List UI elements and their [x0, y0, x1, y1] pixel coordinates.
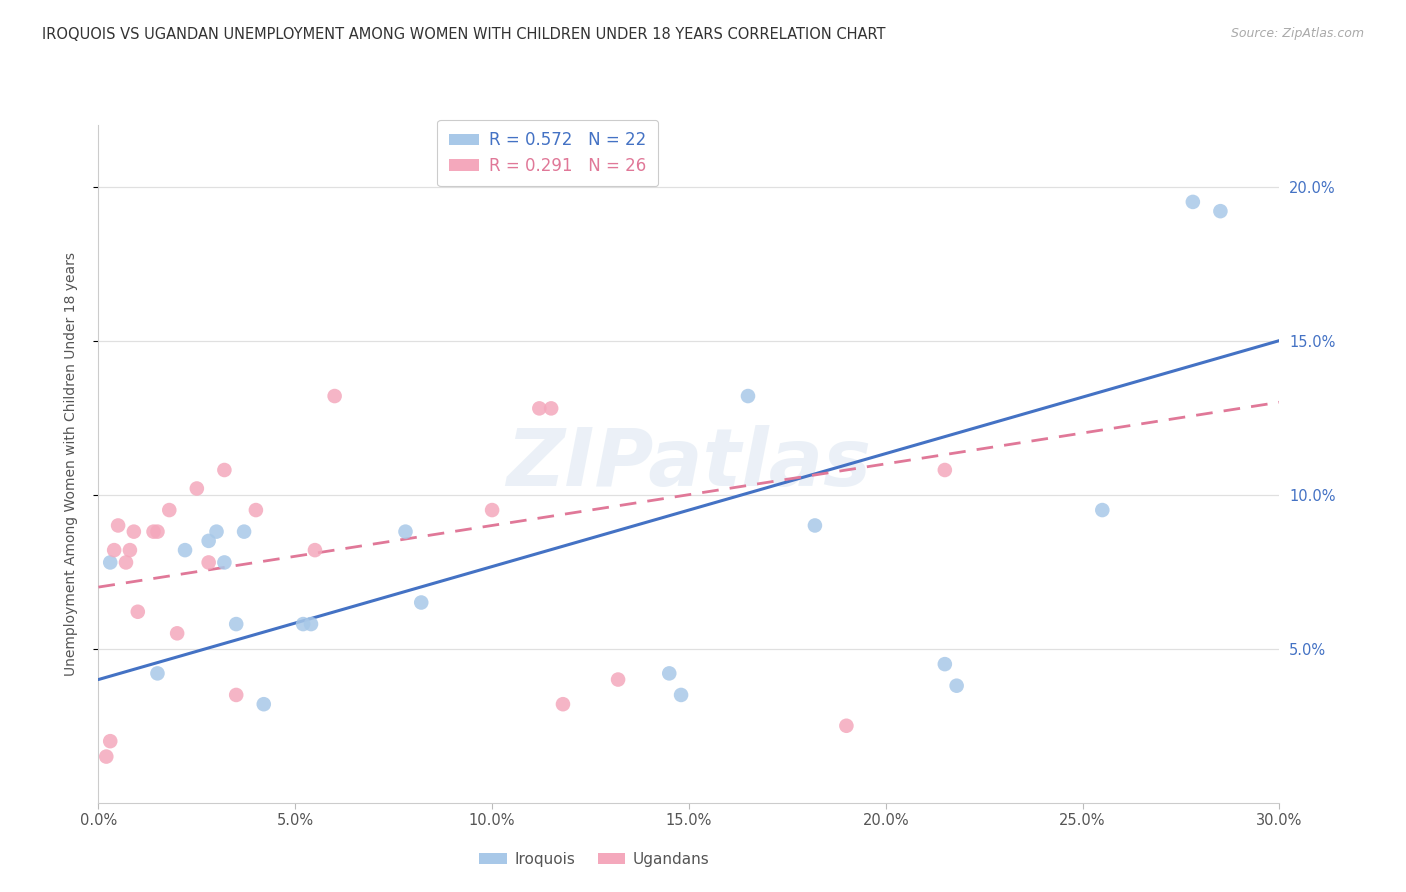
Point	[658, 666, 681, 681]
Point	[945, 679, 967, 693]
Point	[225, 688, 247, 702]
Point	[669, 688, 692, 702]
Point	[299, 617, 322, 632]
Point	[1209, 204, 1232, 219]
Point	[292, 617, 315, 632]
Point	[146, 524, 169, 539]
Point	[607, 673, 630, 687]
Point	[107, 518, 129, 533]
Point	[122, 524, 145, 539]
Point	[934, 657, 956, 672]
Point	[233, 524, 256, 539]
Point	[142, 524, 165, 539]
Point	[214, 463, 236, 477]
Text: ZIPatlas: ZIPatlas	[506, 425, 872, 503]
Point	[98, 556, 121, 570]
Point	[205, 524, 228, 539]
Point	[323, 389, 346, 403]
Point	[186, 482, 208, 496]
Y-axis label: Unemployment Among Women with Children Under 18 years: Unemployment Among Women with Children U…	[63, 252, 77, 676]
Point	[146, 666, 169, 681]
Point	[737, 389, 759, 403]
Point	[551, 697, 574, 711]
Point	[96, 749, 118, 764]
Point	[98, 734, 121, 748]
Point	[225, 617, 247, 632]
Point	[1091, 503, 1114, 517]
Point	[394, 524, 416, 539]
Point	[804, 518, 827, 533]
Point	[253, 697, 276, 711]
Point	[481, 503, 503, 517]
Legend: Iroquois, Ugandans: Iroquois, Ugandans	[472, 846, 716, 873]
Text: IROQUOIS VS UGANDAN UNEMPLOYMENT AMONG WOMEN WITH CHILDREN UNDER 18 YEARS CORREL: IROQUOIS VS UGANDAN UNEMPLOYMENT AMONG W…	[42, 27, 886, 42]
Point	[1181, 194, 1204, 209]
Point	[166, 626, 188, 640]
Point	[157, 503, 180, 517]
Point	[835, 719, 858, 733]
Point	[214, 556, 236, 570]
Point	[304, 543, 326, 558]
Point	[197, 533, 219, 548]
Text: Source: ZipAtlas.com: Source: ZipAtlas.com	[1230, 27, 1364, 40]
Point	[127, 605, 149, 619]
Point	[529, 401, 551, 416]
Point	[115, 556, 138, 570]
Point	[174, 543, 197, 558]
Point	[245, 503, 267, 517]
Point	[934, 463, 956, 477]
Point	[197, 556, 219, 570]
Point	[103, 543, 125, 558]
Point	[540, 401, 562, 416]
Point	[411, 595, 433, 609]
Point	[118, 543, 141, 558]
